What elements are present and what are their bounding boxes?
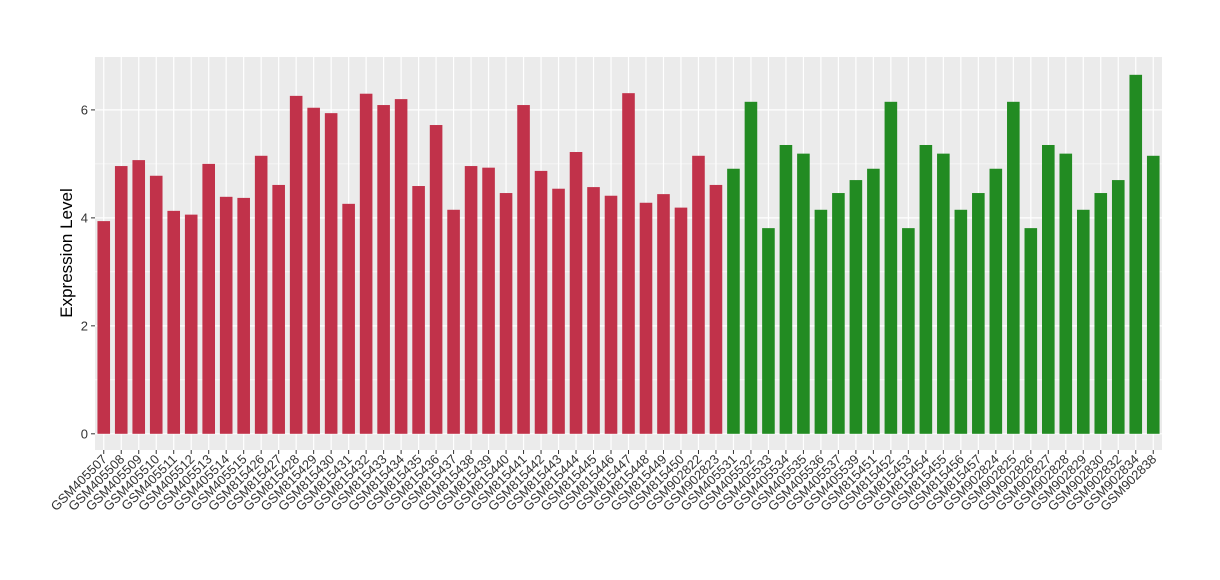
bar xyxy=(1129,74,1143,434)
bar xyxy=(394,99,408,434)
bar xyxy=(412,186,425,434)
bar xyxy=(954,209,968,434)
bar xyxy=(604,195,618,434)
bar xyxy=(149,175,163,434)
bar xyxy=(779,144,793,434)
bar xyxy=(1059,153,1073,434)
bar xyxy=(254,155,268,434)
bar xyxy=(429,125,443,434)
y-tick-label: 6 xyxy=(81,102,88,117)
bar xyxy=(307,107,320,434)
bar xyxy=(622,93,635,434)
bar xyxy=(447,209,460,434)
bar xyxy=(674,207,688,434)
bar xyxy=(849,180,863,434)
bar xyxy=(342,203,355,434)
y-axis-label: Expression Level xyxy=(57,188,76,317)
bar xyxy=(884,101,898,434)
bar xyxy=(797,153,810,434)
bar xyxy=(464,166,478,434)
bar xyxy=(744,101,758,434)
bar xyxy=(814,209,828,434)
bar xyxy=(289,95,303,434)
bar xyxy=(832,193,845,434)
bar xyxy=(972,193,985,434)
y-tick-label: 0 xyxy=(81,426,88,441)
bar xyxy=(1076,209,1090,434)
bar xyxy=(587,187,600,434)
bar xyxy=(184,214,198,434)
bar xyxy=(324,113,338,434)
bar xyxy=(657,194,670,434)
bar xyxy=(937,153,950,434)
bar xyxy=(237,197,250,434)
y-tick-label: 4 xyxy=(81,210,88,225)
bar xyxy=(1146,155,1160,434)
bar xyxy=(1007,101,1020,434)
bar xyxy=(1024,228,1038,434)
bar xyxy=(989,168,1003,434)
bar xyxy=(272,184,285,434)
bar xyxy=(639,202,653,434)
bar xyxy=(534,170,548,434)
bar xyxy=(1042,144,1055,434)
bar xyxy=(517,105,530,434)
bar xyxy=(132,160,146,434)
bar xyxy=(377,105,390,434)
bar xyxy=(114,166,128,434)
bar xyxy=(359,93,373,434)
bar xyxy=(762,228,775,434)
bar xyxy=(902,228,915,434)
bar xyxy=(552,188,565,434)
bar xyxy=(1094,193,1108,434)
bar xyxy=(709,184,723,434)
bar xyxy=(569,152,583,434)
bar xyxy=(482,167,495,434)
y-tick-label: 2 xyxy=(81,318,88,333)
bar xyxy=(499,193,513,434)
bar xyxy=(219,196,233,434)
bar xyxy=(727,168,740,434)
bar xyxy=(692,155,705,434)
bar xyxy=(97,221,111,434)
bar xyxy=(167,210,181,434)
bar xyxy=(867,168,880,434)
bar xyxy=(202,163,215,434)
bar xyxy=(1111,180,1125,434)
bar xyxy=(919,144,933,434)
